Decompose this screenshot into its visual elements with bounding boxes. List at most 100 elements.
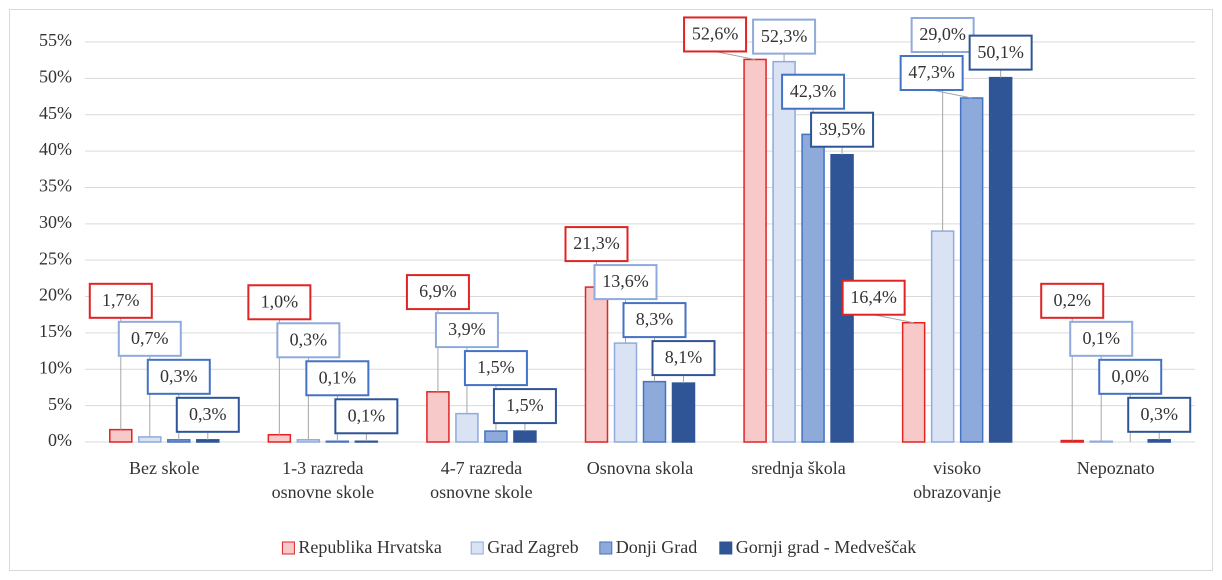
bar <box>801 133 825 443</box>
leader-line <box>873 314 914 324</box>
legend-label: Gornji grad - Medveščak <box>736 537 916 557</box>
data-label: 1,5% <box>506 395 544 415</box>
data-label-box <box>1040 282 1105 319</box>
data-label: 16,4% <box>850 287 897 307</box>
data-label-box <box>146 358 211 395</box>
data-label: 0,3% <box>290 329 328 349</box>
x-tick-label: Nepoznato <box>1076 458 1155 478</box>
leader-line <box>931 89 972 99</box>
bar <box>1147 439 1171 443</box>
data-label-box <box>651 340 716 377</box>
y-tick-label: 0% <box>48 430 72 450</box>
data-label-box <box>622 302 687 339</box>
data-label-box <box>175 396 240 433</box>
bar <box>901 321 926 443</box>
bar <box>613 342 638 443</box>
data-label: 8,1% <box>665 347 703 367</box>
y-tick-label: 5% <box>48 394 72 414</box>
data-label-box <box>910 17 975 53</box>
data-label-box <box>1127 396 1192 433</box>
y-tick-label: 20% <box>39 285 72 305</box>
data-label-box <box>276 322 341 359</box>
bar <box>930 230 955 443</box>
legend-swatch <box>470 541 484 555</box>
bar <box>267 433 292 443</box>
bar <box>988 76 1013 443</box>
bar <box>196 439 220 443</box>
data-label: 0,3% <box>1140 404 1178 424</box>
data-label-box <box>434 312 499 349</box>
legend-label: Grad Zagreb <box>487 537 578 557</box>
data-label: 0,7% <box>131 328 169 348</box>
bar <box>584 286 609 443</box>
data-label: 0,1% <box>348 405 386 425</box>
data-label-box <box>492 388 557 425</box>
bar <box>167 439 191 443</box>
data-label-box <box>88 282 153 319</box>
data-label-box <box>810 111 875 148</box>
data-label: 1,5% <box>477 357 515 377</box>
data-label-box <box>463 350 528 387</box>
data-label-box <box>247 284 312 321</box>
data-label: 3,9% <box>448 319 486 339</box>
data-label: 13,6% <box>602 271 649 291</box>
bar <box>109 428 133 443</box>
x-tick-label: visoko obrazovanje <box>913 458 1002 502</box>
legend-label: Donji Grad <box>616 537 697 557</box>
data-label: 50,1% <box>977 42 1024 62</box>
bar <box>484 430 508 443</box>
data-label: 0,1% <box>1082 328 1120 348</box>
bar <box>772 60 796 443</box>
data-label-box <box>968 34 1033 71</box>
legend-swatch <box>599 541 613 555</box>
data-label-box <box>305 360 370 397</box>
data-label: 1,7% <box>102 290 140 310</box>
bar <box>743 58 767 443</box>
y-tick-label: 55% <box>39 30 72 50</box>
data-label: 8,3% <box>636 309 674 329</box>
data-label-box <box>405 274 470 311</box>
data-label-box <box>117 320 182 357</box>
x-tick-label: 4-7 razreda osnovne skole <box>430 458 533 502</box>
bar <box>642 380 667 443</box>
bar <box>325 440 350 443</box>
data-label: 39,5% <box>819 119 866 139</box>
bar <box>138 436 162 443</box>
data-label: 21,3% <box>573 233 620 253</box>
bar <box>1089 440 1113 443</box>
data-label-box <box>899 55 964 91</box>
y-tick-label: 50% <box>39 66 72 86</box>
x-tick-label: Osnovna skola <box>586 458 694 478</box>
legend-label: Republika Hrvatska <box>298 537 441 557</box>
data-label-box <box>334 398 399 435</box>
x-tick-label: Bez skole <box>129 458 200 478</box>
y-tick-label: 40% <box>39 139 72 159</box>
data-label: 1,0% <box>261 291 299 311</box>
bar <box>354 440 379 443</box>
y-tick-label: 30% <box>39 212 72 232</box>
data-label: 52,3% <box>761 26 808 46</box>
y-tick-label: 10% <box>39 357 72 377</box>
bar <box>671 382 696 443</box>
data-label-box <box>841 279 906 316</box>
data-label: 0,3% <box>189 404 227 424</box>
data-label: 0,2% <box>1053 290 1091 310</box>
bar <box>426 391 450 443</box>
data-label: 0,1% <box>319 367 357 387</box>
legend-swatch <box>281 541 295 555</box>
bar <box>959 97 984 443</box>
data-label-box <box>593 264 658 301</box>
legend-swatch <box>719 541 733 555</box>
bar <box>513 430 537 443</box>
bar <box>1060 439 1084 443</box>
y-tick-label: 25% <box>39 248 72 268</box>
x-tick-label: srednja škola <box>751 458 846 478</box>
data-label: 6,9% <box>419 281 457 301</box>
data-label-box <box>564 226 629 263</box>
data-label-box <box>683 16 748 53</box>
data-label: 52,6% <box>692 24 739 44</box>
data-label: 29,0% <box>919 24 966 44</box>
data-label-box <box>1069 320 1134 357</box>
